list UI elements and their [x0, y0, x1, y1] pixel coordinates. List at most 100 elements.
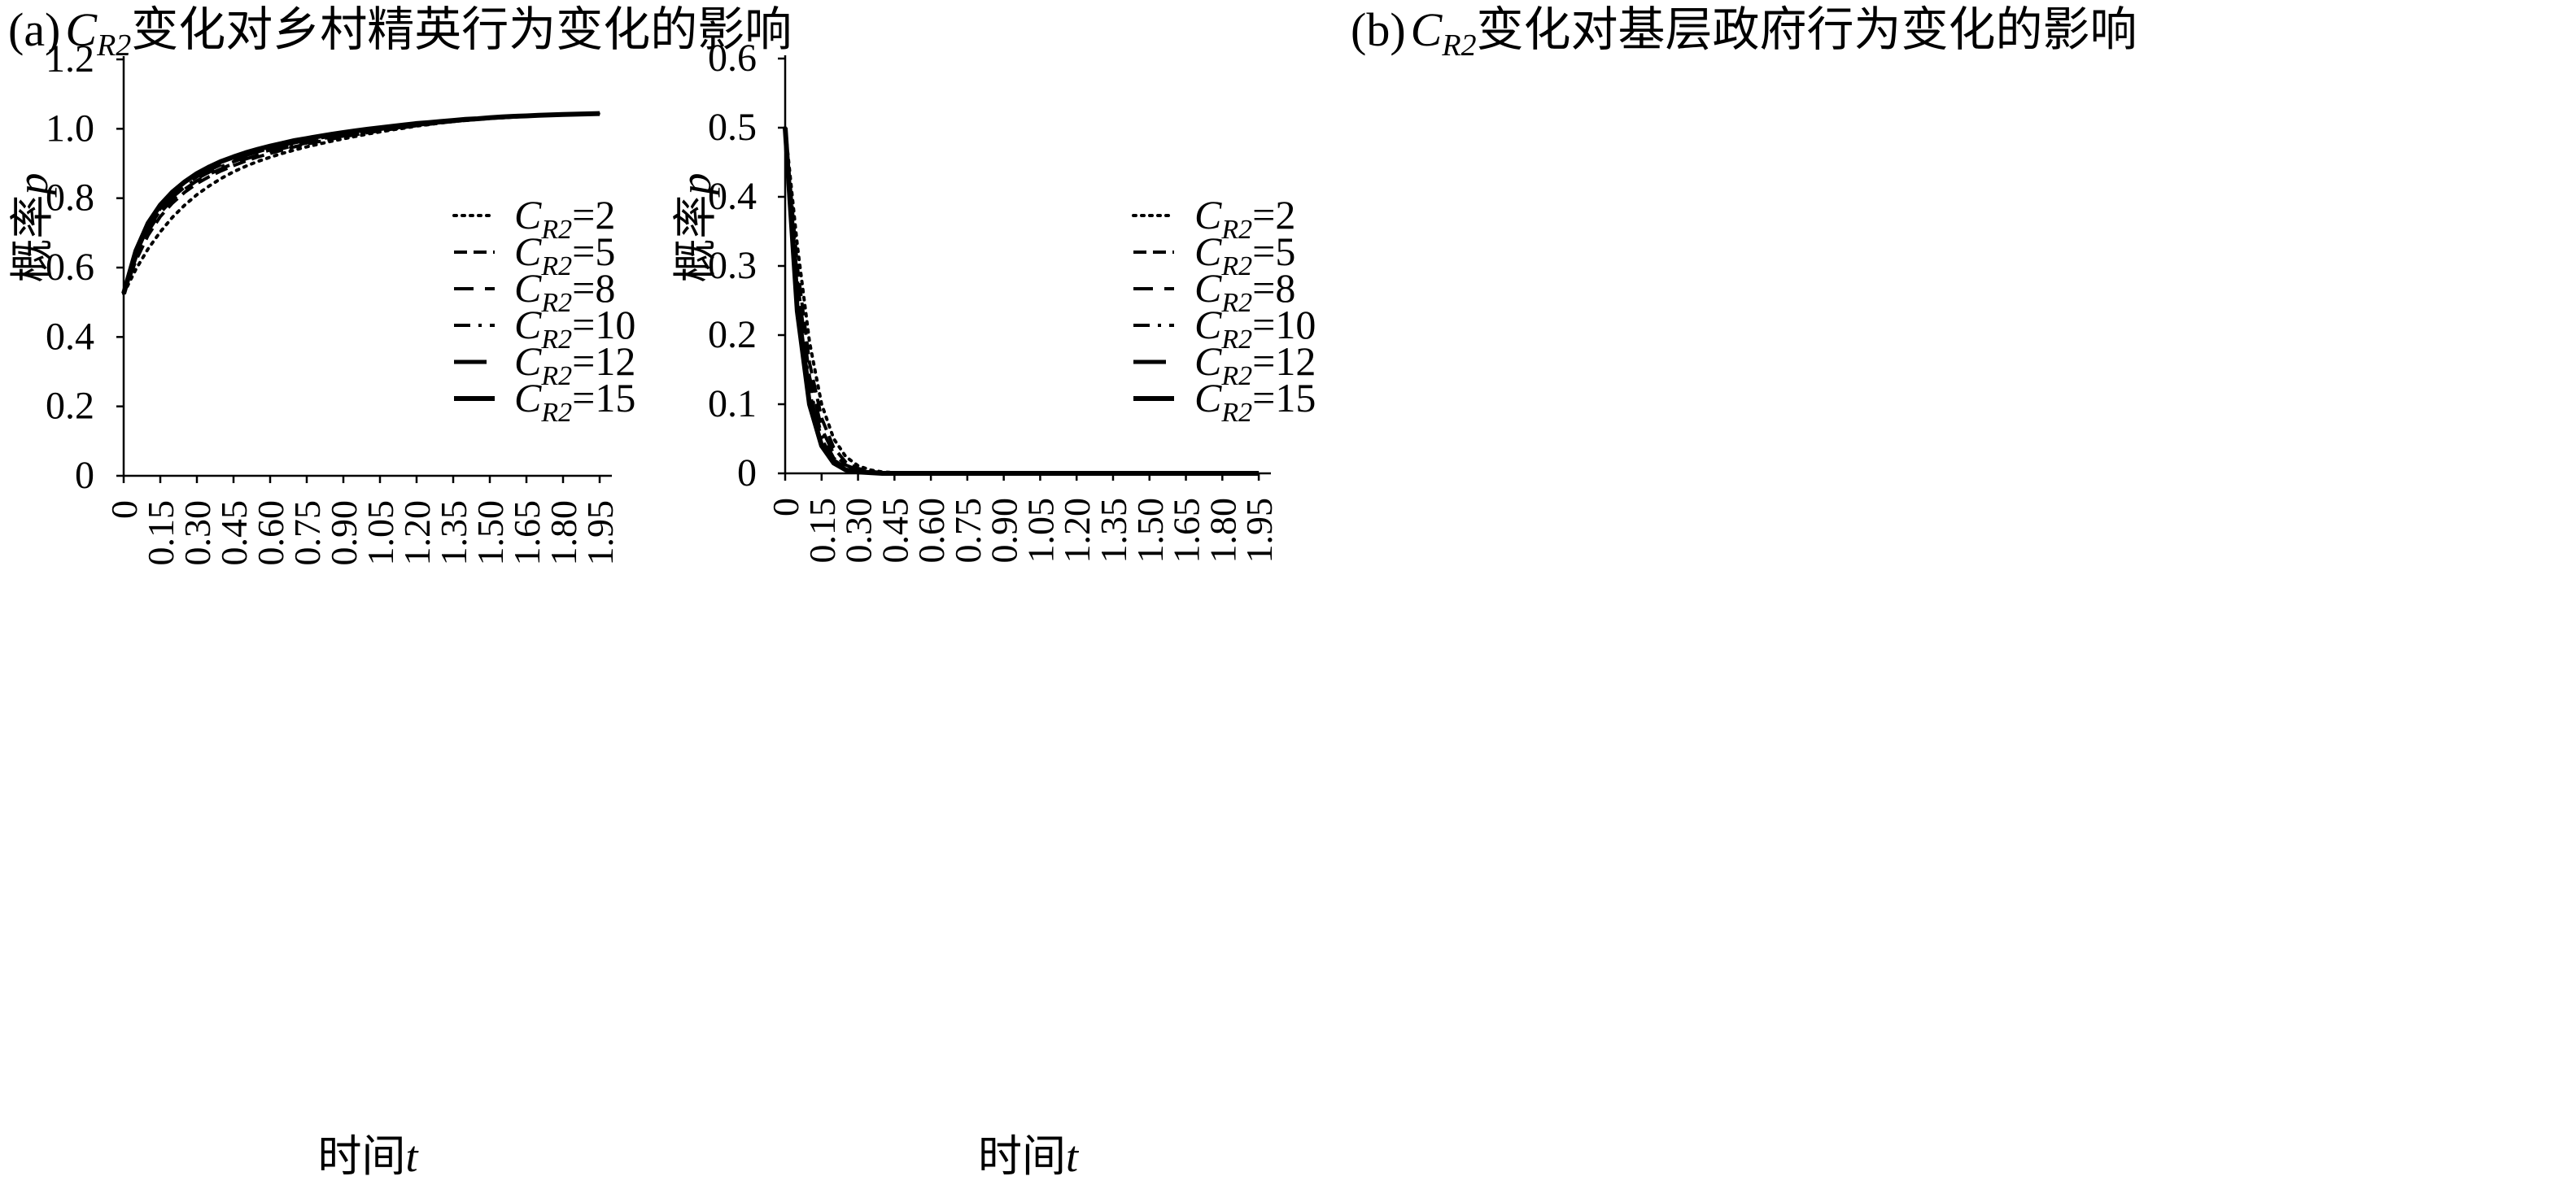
panel-a-y-tick-label: 0.4: [46, 315, 94, 358]
panel-a-legend-value: =15: [572, 375, 635, 420]
panel-b-x-tick-label: 0.75: [947, 498, 989, 564]
panel-b-x-tick-label: 1.20: [1056, 498, 1098, 564]
panel-a-title-symbol: C: [65, 3, 98, 56]
panel-b-legend-subscript: R2: [1220, 325, 1252, 355]
panel-a-x-tick-label: 0.75: [286, 500, 328, 566]
panel-b-y-tick-label: 0.6: [708, 37, 757, 80]
panel-b-y-tick-label: 0.5: [708, 106, 757, 149]
panel-a-legend-symbol: C: [514, 338, 542, 384]
panel-b-x-axis-label: 时间t: [978, 1132, 1080, 1181]
panel-a-legend-subscript: R2: [540, 215, 572, 245]
panel-b-x-tick-label: 0.30: [838, 498, 880, 564]
panel-a-y-tick-label: 1.0: [46, 107, 94, 150]
panel-b-legend-value: =2: [1252, 192, 1295, 237]
panel-b-x-tick-label: 0.90: [984, 498, 1025, 564]
panel-a-x-tick-label: 1.65: [506, 500, 548, 566]
panel-a-series-line-6: [121, 111, 600, 294]
panel-a-title: (a) CR2变化对乡村精英行为变化的影响: [8, 2, 792, 74]
panel-b-legend-label-1: CR2=2: [1194, 192, 1295, 245]
panel-b-series-line-5: [783, 127, 1260, 476]
panel-a-legend-subscript: R2: [540, 251, 572, 281]
panel-a-y-tick-label: 0.6: [46, 246, 94, 289]
panel-b-series-line-1: [784, 126, 1261, 475]
panel-a-y-tick-label: 0: [75, 454, 94, 497]
panel-b-series-line-6: [783, 127, 1260, 476]
panel-b-y-axis-label-text: 概率: [671, 195, 720, 283]
panel-a-y-tick-label: 1.2: [46, 37, 94, 81]
panel-a-x-tick-label: 1.35: [433, 500, 474, 566]
panel-a-x-tick-label: 1.50: [469, 500, 511, 566]
panel-b-x-axis-label-text: 时间: [978, 1132, 1066, 1181]
panel-a-y-tick-label: 0.2: [46, 385, 94, 428]
panel-a-label: (a): [8, 3, 61, 56]
panel-b-legend-label-4: CR2=10: [1194, 302, 1316, 355]
panel-a-legend-label-4: CR2=10: [514, 302, 635, 355]
panel-b-label: (b): [1351, 3, 1406, 56]
panel-b-legend-value: =10: [1252, 302, 1316, 347]
panel-a-x-tick-label: 0.15: [140, 500, 181, 566]
panel-b-y-tick-label: 0: [737, 451, 757, 494]
panel-a-legend-label-1: CR2=2: [514, 192, 615, 245]
panel-b-title-text: 变化对基层政府行为变化的影响: [1476, 3, 2137, 56]
panel-b-y-axis-label: 概率p: [671, 173, 720, 283]
panel-a-x-tick-label: 0.30: [177, 500, 218, 566]
panel-a-y-axis-label-var: p: [8, 173, 57, 198]
panel-a-x-tick-label: 0.45: [213, 500, 255, 566]
panel-a-legend-symbol: C: [514, 375, 542, 420]
panel-b-x-tick-label: 1.65: [1166, 498, 1207, 564]
panel-a-legend-subscript: R2: [540, 288, 572, 318]
panel-a-legend-symbol: C: [514, 302, 542, 347]
panel-a-x-axis-label-var: t: [405, 1132, 419, 1181]
panel-a-x-tick-label: 0.90: [323, 500, 365, 566]
panel-a-legend-subscript: R2: [540, 398, 572, 428]
panel-a-title-subscript: R2: [97, 28, 132, 63]
panel-a-x-axis-label: 时间t: [317, 1132, 419, 1181]
panel-b-legend-value: =12: [1252, 338, 1316, 384]
panel-a-y-axis-label: 概率p: [8, 173, 57, 283]
panel-b-chart: 00.10.20.30.40.50.600.150.300.450.600.75…: [671, 37, 1316, 1181]
panel-a-x-tick-label: 1.20: [396, 500, 438, 566]
panel-a-legend-label-6: CR2=15: [514, 375, 635, 428]
panel-a-legend-label-2: CR2=5: [514, 229, 615, 281]
panel-a-series-line-1: [122, 111, 601, 295]
panel-b-legend-subscript: R2: [1220, 251, 1252, 281]
panel-a-x-tick-label: 1.95: [579, 500, 621, 566]
panel-b-legend-label-3: CR2=8: [1194, 265, 1295, 318]
panel-a-legend-symbol: C: [514, 229, 542, 274]
panel-b-legend-symbol: C: [1194, 375, 1222, 420]
panel-a-legend-subscript: R2: [540, 325, 572, 355]
panel-b-legend-subscript: R2: [1220, 215, 1252, 245]
panel-b-series-line-3: [784, 127, 1260, 475]
panel-b-legend-subscript: R2: [1220, 361, 1252, 391]
panel-a-legend-symbol: C: [514, 265, 542, 311]
panel-a-legend-label-5: CR2=12: [514, 338, 635, 391]
panel-b-x-tick-label: 1.35: [1093, 498, 1134, 564]
panel-b-legend-subscript: R2: [1220, 398, 1252, 428]
panel-b-series-line-4: [784, 127, 1260, 475]
panel-a-y-tick-label: 0.8: [46, 176, 94, 220]
panel-b-x-tick-label: 0.15: [801, 498, 843, 564]
panel-a-series-line-2: [122, 111, 600, 294]
panel-b-title-symbol: C: [1410, 3, 1443, 56]
panel-b-y-tick-label: 0.3: [708, 244, 757, 287]
panel-b-legend-value: =15: [1252, 375, 1316, 420]
panel-b-title-subscript: R2: [1442, 28, 1477, 63]
panel-b-legend-label-6: CR2=15: [1194, 375, 1316, 428]
panel-b-y-axis-label-var: p: [671, 173, 720, 198]
panel-a-legend-value: =2: [572, 192, 615, 237]
panel-b-title: (b) CR2变化对基层政府行为变化的影响: [1351, 2, 2137, 74]
panel-a-legend-symbol: C: [514, 192, 542, 237]
panel-a-legend-value: =10: [572, 302, 635, 347]
panel-b-x-tick-label: 1.95: [1238, 498, 1280, 564]
panel-a-legend-value: =8: [572, 265, 615, 311]
panel-b-x-tick-label: 1.05: [1019, 498, 1061, 564]
panel-a-legend-value: =12: [572, 338, 635, 384]
panel-b-legend-symbol: C: [1194, 265, 1222, 311]
panel-b-x-tick-label: 1.80: [1202, 498, 1243, 564]
panel-b-x-tick-label: 0.60: [910, 498, 952, 564]
panel-b-series-line-2: [784, 127, 1260, 475]
panel-b-legend-value: =5: [1252, 229, 1295, 274]
panel-b-x-axis-label-var: t: [1066, 1132, 1080, 1181]
panel-a-x-tick-label: 1.80: [543, 500, 584, 566]
